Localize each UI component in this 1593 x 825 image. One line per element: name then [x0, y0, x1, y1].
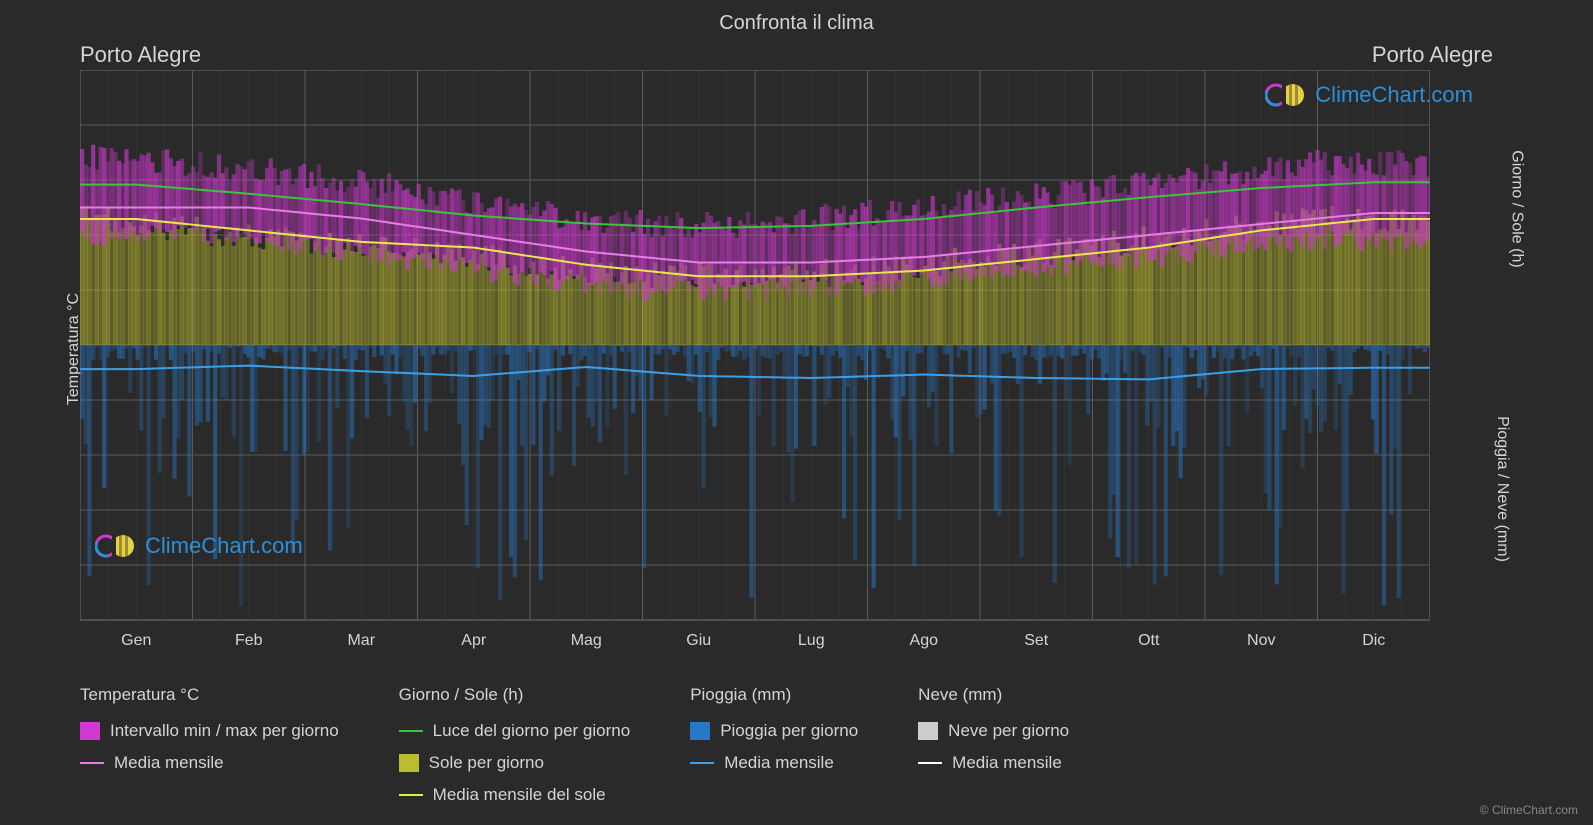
legend-group: Pioggia (mm) Pioggia per giorno Media mens…	[690, 685, 858, 805]
watermark-text: ClimeChart.com	[145, 533, 303, 559]
legend-item: Neve per giorno	[918, 721, 1069, 741]
svg-text:Ago: Ago	[910, 632, 939, 649]
legend-line-icon	[80, 762, 104, 764]
watermark-bottom: ClimeChart.com	[95, 533, 303, 559]
legend-line-icon	[399, 730, 423, 732]
legend-header: Pioggia (mm)	[690, 685, 858, 705]
svg-text:Apr: Apr	[461, 632, 487, 649]
legend-label: Media mensile del sole	[433, 785, 606, 805]
legend-item: Media mensile del sole	[399, 785, 631, 805]
legend-label: Neve per giorno	[948, 721, 1069, 741]
y-axis-right-bottom-label: Pioggia / Neve (mm)	[1493, 416, 1511, 562]
legend-line-icon	[918, 762, 942, 764]
legend-label: Media mensile	[724, 753, 834, 773]
legend-item: Media mensile	[690, 753, 858, 773]
legend-label: Pioggia per giorno	[720, 721, 858, 741]
legend-item: Media mensile	[918, 753, 1069, 773]
y-axis-right-top-label: Giorno / Sole (h)	[1507, 150, 1525, 267]
watermark-top: ClimeChart.com	[1265, 82, 1473, 108]
climechart-logo-icon	[1265, 82, 1309, 108]
legend-label: Sole per giorno	[429, 753, 544, 773]
location-label-left: Porto Alegre	[80, 42, 201, 68]
legend-item: Sole per giorno	[399, 753, 631, 773]
legend-swatch-icon	[918, 722, 938, 740]
legend-swatch-icon	[690, 722, 710, 740]
legend-swatch-icon	[399, 754, 419, 772]
svg-text:Mar: Mar	[347, 632, 375, 649]
svg-text:Nov: Nov	[1247, 632, 1275, 649]
copyright-text: © ClimeChart.com	[1480, 803, 1578, 817]
svg-text:Dic: Dic	[1362, 632, 1385, 649]
svg-text:Lug: Lug	[798, 632, 825, 649]
legend-group: Neve (mm) Neve per giorno Media mensile	[918, 685, 1069, 805]
legend-label: Media mensile	[952, 753, 1062, 773]
chart-title: Confronta il clima	[0, 0, 1593, 35]
watermark-text: ClimeChart.com	[1315, 82, 1473, 108]
legend-group: Giorno / Sole (h) Luce del giorno per gio…	[399, 685, 631, 805]
legend-header: Giorno / Sole (h)	[399, 685, 631, 705]
legend-item: Luce del giorno per giorno	[399, 721, 631, 741]
legend-item: Pioggia per giorno	[690, 721, 858, 741]
svg-text:Mag: Mag	[571, 632, 602, 649]
legend-swatch-icon	[80, 722, 100, 740]
legend-line-icon	[690, 762, 714, 764]
legend-header: Neve (mm)	[918, 685, 1069, 705]
climechart-logo-icon	[95, 533, 139, 559]
svg-text:Set: Set	[1024, 632, 1049, 649]
chart-legend: Temperatura °C Intervallo min / max per g…	[80, 685, 1510, 805]
svg-text:Ott: Ott	[1138, 632, 1160, 649]
legend-label: Media mensile	[114, 753, 224, 773]
legend-item: Media mensile	[80, 753, 339, 773]
location-label-right: Porto Alegre	[1372, 42, 1493, 68]
legend-line-icon	[399, 794, 423, 796]
legend-group: Temperatura °C Intervallo min / max per g…	[80, 685, 339, 805]
legend-item: Intervallo min / max per giorno	[80, 721, 339, 741]
svg-text:Giu: Giu	[686, 632, 711, 649]
legend-label: Intervallo min / max per giorno	[110, 721, 339, 741]
svg-text:Feb: Feb	[235, 632, 263, 649]
legend-header: Temperatura °C	[80, 685, 339, 705]
legend-label: Luce del giorno per giorno	[433, 721, 631, 741]
svg-text:Gen: Gen	[121, 632, 151, 649]
